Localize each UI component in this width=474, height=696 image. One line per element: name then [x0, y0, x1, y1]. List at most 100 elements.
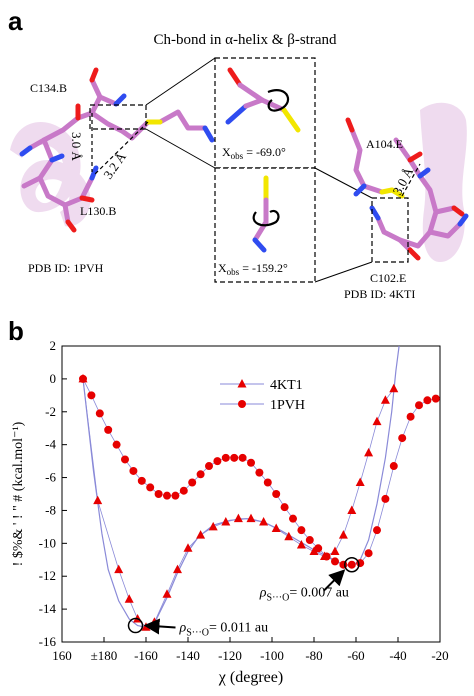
x-tick-label: ±180	[91, 648, 118, 663]
data-point-1PVH	[247, 458, 255, 467]
fit-curve	[82, 345, 400, 628]
data-point-1PVH	[95, 409, 104, 418]
data-point-1PVH	[297, 526, 306, 535]
data-point-1PVH	[146, 483, 155, 492]
left-bottom-residue: L130.B	[80, 204, 116, 218]
annotation-arrow-2	[143, 618, 176, 635]
data-point-1PVH	[373, 526, 381, 535]
x-tick-label: -60	[347, 648, 364, 663]
data-point-1PVH	[163, 491, 171, 500]
data-point-1PVH	[171, 491, 180, 500]
data-point-4KT1	[271, 523, 281, 533]
left-hbond-lines	[91, 113, 149, 176]
y-tick-label: -2	[45, 404, 56, 419]
right-top-residue: A104.E	[366, 137, 403, 151]
data-point-1PVH	[137, 476, 146, 485]
data-point-4KT1	[246, 513, 256, 523]
right-highlight-box	[371, 197, 409, 263]
data-point-1PVH	[104, 425, 113, 434]
data-point-1PVH	[87, 391, 96, 400]
data-point-1PVH	[406, 412, 415, 421]
data-point-4KT1	[284, 531, 294, 541]
data-point-1PVH	[205, 462, 213, 471]
data-point-4KT1	[93, 495, 103, 505]
inset-top-rotation-arrow	[267, 89, 290, 112]
y-tick-label: -16	[39, 634, 57, 649]
y-tick-label: 2	[50, 338, 57, 353]
connector-lines	[145, 57, 373, 283]
data-point-1PVH	[121, 455, 129, 464]
data-point-4KT1	[208, 521, 218, 531]
energy-chart: 160 ±180 -160 -140 -120 -100 -80 -60 -40 -20 2 0 -2 -…	[11, 338, 449, 686]
panel-b-letter: b	[8, 316, 24, 346]
data-point-1PVH	[263, 478, 272, 487]
data-point-4KT1	[221, 516, 231, 526]
legend-marker-1PVH	[238, 400, 246, 408]
y-tick-label: -4	[45, 437, 56, 452]
annotation-circle-1	[344, 556, 360, 573]
data-point-1PVH	[179, 486, 188, 495]
y-tick-label: -6	[45, 470, 56, 485]
data-point-1PVH	[154, 490, 163, 498]
data-point-1PVH	[230, 453, 239, 462]
right-bottom-residue: C102.E	[370, 271, 406, 285]
data-point-1PVH	[381, 494, 390, 503]
inset-top-label: Xobs = -69.0°	[222, 145, 286, 161]
right-distance: 3.0 Å	[389, 164, 416, 197]
data-point-4KT1	[124, 594, 134, 603]
data-point-4KT1	[173, 564, 182, 574]
y-tick-label: -10	[39, 535, 56, 550]
data-point-1PVH	[331, 557, 339, 566]
data-point-4KT1	[372, 416, 382, 426]
annotation-label-1: ρS···O= 0.007 au	[259, 586, 349, 604]
inset-bottom-label: Xobs = -159.2°	[218, 261, 288, 277]
data-point-4KT1	[338, 530, 348, 539]
plot-frame	[61, 345, 441, 643]
data-point-1PVH	[347, 560, 356, 569]
data-point-1PVH	[305, 536, 314, 545]
left-distance-1: 3.0 Å	[69, 132, 84, 162]
annotation-label-2: ρS···O= 0.011 au	[179, 621, 269, 639]
data-point-1PVH	[289, 514, 297, 523]
data-point-4KT1	[330, 546, 340, 556]
data-point-1PVH	[423, 396, 432, 405]
data-point-1PVH	[221, 453, 230, 462]
data-point-4KT1	[355, 477, 365, 486]
data-point-1PVH	[112, 440, 121, 449]
annotation-arrow-1	[323, 569, 346, 592]
right-pdb-id: PDB ID: 4KTI	[344, 287, 415, 301]
data-point-1PVH	[415, 401, 423, 410]
data-point-1PVH	[238, 453, 247, 462]
right-heteroatoms	[345, 117, 469, 261]
x-tick-label: 160	[52, 648, 72, 663]
inset-bottom-rotation-arrow	[252, 209, 280, 227]
data-point-1PVH	[196, 470, 205, 479]
data-point-4KT1	[347, 505, 357, 514]
data-point-4KT1	[259, 516, 269, 526]
data-point-4KT1	[233, 513, 243, 523]
data-point-4KT1	[309, 546, 319, 556]
data-point-4KT1	[296, 539, 306, 549]
y-tick-label: -8	[45, 502, 56, 517]
x-tick-label: -20	[431, 648, 448, 663]
legend-label-4KT1: 4KT1	[270, 378, 303, 393]
y-tick-label: 0	[50, 371, 57, 386]
data-point-1PVH	[364, 549, 373, 558]
data-point-4KT1	[183, 543, 193, 552]
inset-top: Xobs = -69.0°	[214, 57, 316, 169]
data-point-4KT1	[380, 395, 390, 404]
left-pdb-id: PDB ID: 1PVH	[28, 261, 104, 275]
data-point-4KT1	[162, 589, 172, 598]
left-molecule: C134.B L130.B 3.0 Å 3.2 Å PDB ID: 1PVH	[10, 67, 215, 275]
data-point-4KT1	[196, 530, 206, 539]
legend-label-1PVH: 1PVH	[270, 398, 305, 413]
y-tick-label: -12	[39, 568, 56, 583]
x-tick-label: -120	[218, 648, 242, 663]
right-hbond-line	[401, 163, 421, 197]
data-point-1PVH	[322, 552, 331, 561]
data-point-4KT1	[364, 447, 374, 457]
x-tick-label: -140	[176, 648, 200, 663]
legend-marker-4KT1	[237, 379, 247, 388]
left-top-residue: C134.B	[30, 81, 67, 95]
data-point-1PVH	[314, 544, 323, 553]
